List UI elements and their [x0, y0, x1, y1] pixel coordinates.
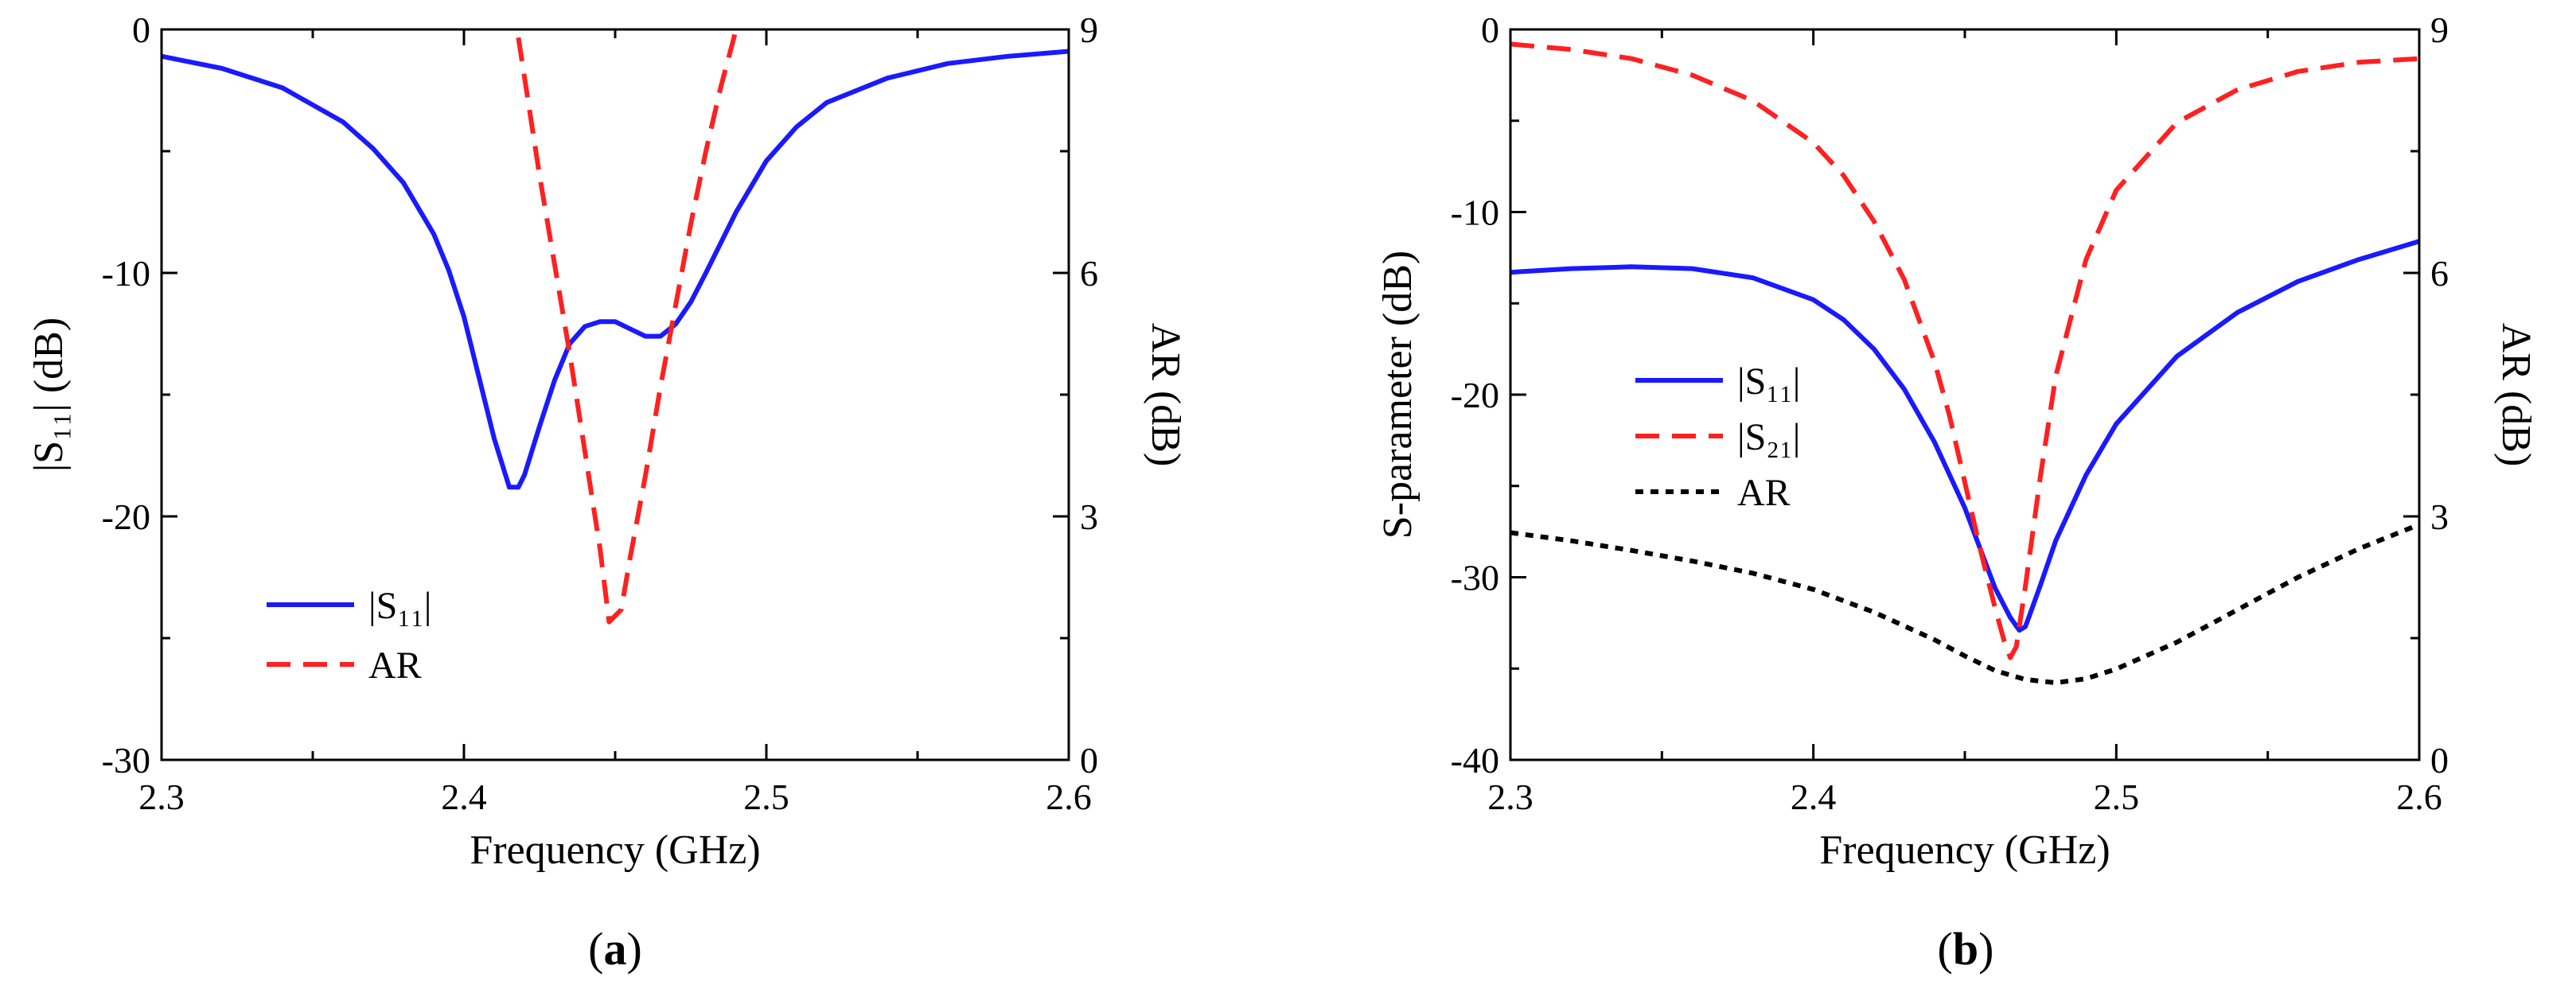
panel-a-y-right-axis-label: AR (dB) — [1143, 323, 1188, 467]
panel-b-y-right-tick-label: 9 — [2430, 10, 2449, 50]
panel-b-y-right-tick-label: 3 — [2430, 496, 2449, 537]
panel-a-y-left-tick-label: -10 — [102, 253, 150, 294]
panel-b-x-tick-label: 2.6 — [2396, 777, 2442, 817]
panel-b-caption-open: ( — [1938, 923, 1953, 975]
panel-a-y-right-tick-label: 9 — [1080, 10, 1098, 50]
panel-b-legend-label-2: AR — [1737, 472, 1791, 514]
panel-a-y-left-tick-label: -20 — [102, 496, 150, 537]
panel-a-series-line-1 — [516, 29, 739, 625]
panel-b-series-line-0 — [1510, 239, 2419, 633]
panel-a-caption-open: ( — [588, 923, 603, 975]
panel-a-y-left-tick-label: -30 — [102, 740, 150, 781]
panel-b-x-tick-label: 2.5 — [2094, 777, 2140, 817]
panel-b-y-right-tick-label: 6 — [2430, 253, 2449, 294]
panel-a-legend-label-1: AR — [368, 644, 422, 687]
panel-a-y-left-axis-label: |S₁₁| (dB) — [26, 317, 72, 472]
panel-b-series-line-2 — [1510, 522, 2419, 686]
panel-a-y-right-tick-label: 0 — [1080, 740, 1098, 781]
panel-b-y-left-tick-label: -20 — [1451, 375, 1499, 415]
panel-b-y-left-tick-label: -30 — [1451, 558, 1499, 598]
panel-b-x-tick-label: 2.4 — [1791, 777, 1837, 817]
panel-b-legend-label-1: |S₂₁| — [1737, 416, 1800, 458]
panel-b-y-left-tick-label: -10 — [1451, 193, 1499, 233]
panel-b-y-left-axis-label: S-parameter (dB) — [1375, 251, 1421, 539]
panel-a-x-tick-label: 2.5 — [743, 777, 789, 817]
panel-a-caption: (a) — [588, 923, 642, 975]
panel-b-x-tick-label: 2.3 — [1487, 777, 1534, 817]
panel-a-x-tick-label: 2.6 — [1046, 777, 1092, 817]
panel-b-series-line-1 — [1510, 41, 2419, 660]
panel-b-y-left-tick-label: -40 — [1451, 740, 1499, 781]
panel-a-caption-letter: a — [604, 923, 627, 975]
panel-a-plot-frame — [160, 28, 1070, 761]
panel-b-x-axis-label: Frequency (GHz) — [1819, 828, 2110, 873]
panel-b-legend-label-0: |S₁₁| — [1737, 360, 1800, 403]
panel-a-series-line-0 — [162, 49, 1069, 490]
panel-b-caption: (b) — [1938, 923, 1994, 975]
panel-b-y-right-tick-label: 0 — [2430, 740, 2449, 781]
panel-b-y-left-tick-label: 0 — [1481, 10, 1499, 50]
panel-a-caption-close: ) — [627, 923, 642, 975]
panel-b-y-right-axis-label: AR (dB) — [2493, 323, 2539, 467]
panel-a-x-tick-label: 2.4 — [441, 777, 487, 817]
panel-b-plot-frame — [1509, 28, 2421, 761]
panel-a-x-axis-label: Frequency (GHz) — [470, 828, 760, 873]
panel-a-legend-label-0: |S₁₁| — [368, 585, 431, 627]
panel-a-x-tick-label: 2.3 — [138, 777, 185, 817]
panel-a-y-right-tick-label: 6 — [1080, 253, 1098, 294]
panel-b-caption-letter: b — [1953, 923, 1978, 975]
panel-a-y-right-tick-label: 3 — [1080, 496, 1098, 537]
panel-a-y-left-tick-label: 0 — [132, 10, 150, 50]
panel-b-caption-close: ) — [1978, 923, 1993, 975]
